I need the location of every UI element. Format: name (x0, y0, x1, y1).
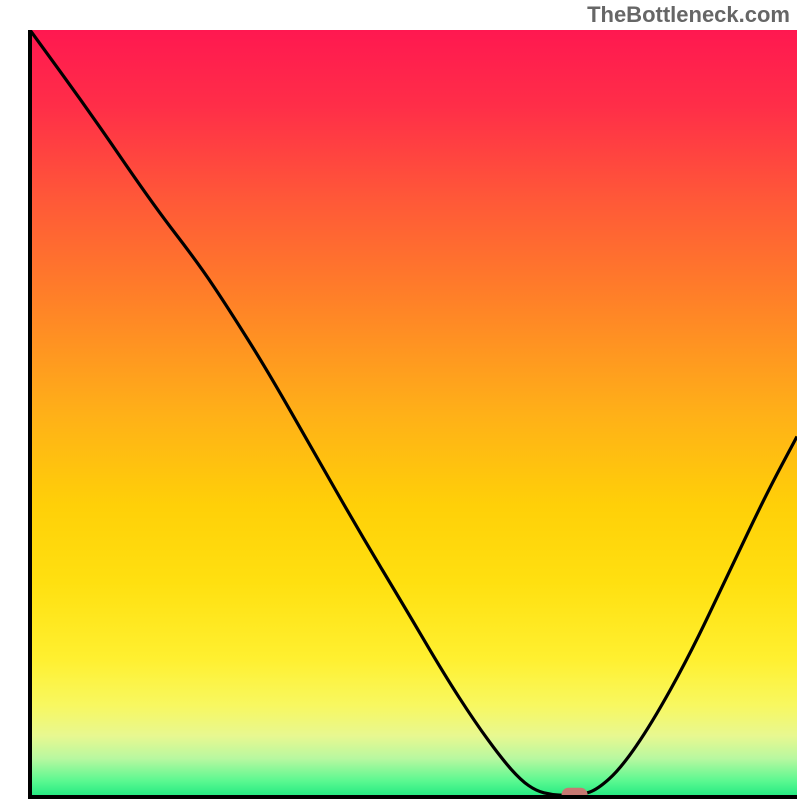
bottleneck-chart (0, 0, 800, 800)
watermark-text: TheBottleneck.com (587, 2, 790, 28)
gradient-background (30, 30, 797, 797)
